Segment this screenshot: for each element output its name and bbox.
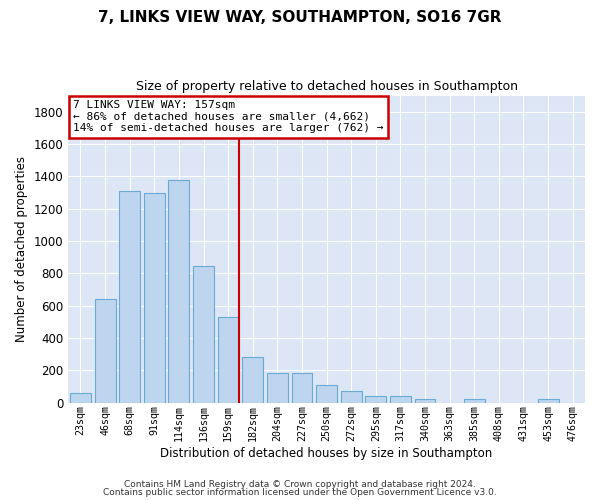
Text: 7, LINKS VIEW WAY, SOUTHAMPTON, SO16 7GR: 7, LINKS VIEW WAY, SOUTHAMPTON, SO16 7GR <box>98 10 502 25</box>
Bar <box>292 373 313 402</box>
Bar <box>538 400 559 402</box>
X-axis label: Distribution of detached houses by size in Southampton: Distribution of detached houses by size … <box>160 447 493 460</box>
Bar <box>193 266 214 402</box>
Y-axis label: Number of detached properties: Number of detached properties <box>15 156 28 342</box>
Bar <box>119 191 140 402</box>
Bar <box>316 385 337 402</box>
Bar <box>365 396 386 402</box>
Text: 7 LINKS VIEW WAY: 157sqm
← 86% of detached houses are smaller (4,662)
14% of sem: 7 LINKS VIEW WAY: 157sqm ← 86% of detach… <box>73 100 384 134</box>
Text: Contains public sector information licensed under the Open Government Licence v3: Contains public sector information licen… <box>103 488 497 497</box>
Bar <box>341 390 362 402</box>
Bar <box>218 317 239 402</box>
Bar <box>95 299 116 403</box>
Bar <box>415 398 436 402</box>
Bar <box>242 358 263 403</box>
Text: Contains HM Land Registry data © Crown copyright and database right 2024.: Contains HM Land Registry data © Crown c… <box>124 480 476 489</box>
Bar <box>169 180 190 402</box>
Bar <box>464 400 485 402</box>
Bar <box>70 393 91 402</box>
Bar <box>144 192 165 402</box>
Bar <box>267 373 288 402</box>
Bar <box>390 396 411 402</box>
Title: Size of property relative to detached houses in Southampton: Size of property relative to detached ho… <box>136 80 518 93</box>
